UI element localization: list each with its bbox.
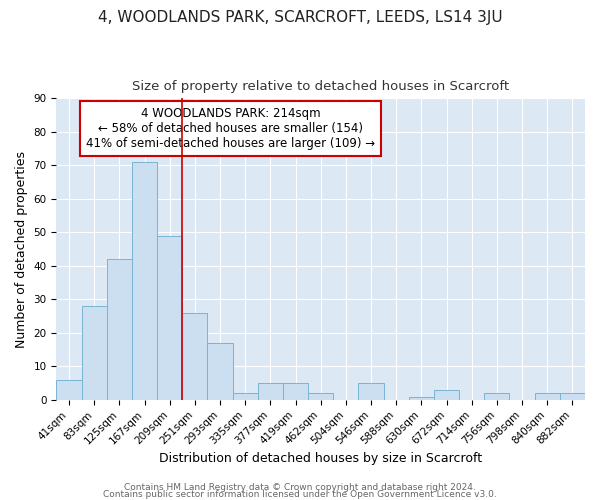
Bar	[535, 393, 560, 400]
Y-axis label: Number of detached properties: Number of detached properties	[15, 150, 28, 348]
Bar	[56, 380, 82, 400]
Bar	[258, 383, 283, 400]
Text: Contains HM Land Registry data © Crown copyright and database right 2024.: Contains HM Land Registry data © Crown c…	[124, 484, 476, 492]
Bar	[560, 393, 585, 400]
Bar	[308, 393, 333, 400]
Text: Contains public sector information licensed under the Open Government Licence v3: Contains public sector information licen…	[103, 490, 497, 499]
Bar	[434, 390, 459, 400]
Bar	[208, 343, 233, 400]
Bar	[484, 393, 509, 400]
X-axis label: Distribution of detached houses by size in Scarcroft: Distribution of detached houses by size …	[159, 452, 482, 465]
Bar	[233, 393, 258, 400]
Bar	[182, 313, 208, 400]
Bar	[132, 162, 157, 400]
Bar	[107, 259, 132, 400]
Text: 4, WOODLANDS PARK, SCARCROFT, LEEDS, LS14 3JU: 4, WOODLANDS PARK, SCARCROFT, LEEDS, LS1…	[98, 10, 502, 25]
Text: 4 WOODLANDS PARK: 214sqm
← 58% of detached houses are smaller (154)
41% of semi-: 4 WOODLANDS PARK: 214sqm ← 58% of detach…	[86, 108, 376, 150]
Bar	[283, 383, 308, 400]
Bar	[358, 383, 383, 400]
Bar	[409, 396, 434, 400]
Bar	[157, 236, 182, 400]
Bar	[82, 306, 107, 400]
Title: Size of property relative to detached houses in Scarcroft: Size of property relative to detached ho…	[132, 80, 509, 93]
